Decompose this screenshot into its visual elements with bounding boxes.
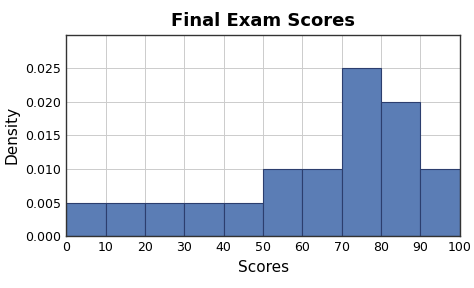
Bar: [420, 169, 460, 236]
Bar: [381, 102, 420, 236]
Bar: [224, 202, 263, 236]
Bar: [145, 202, 184, 236]
Bar: [184, 202, 224, 236]
Bar: [66, 202, 106, 236]
Bar: [263, 169, 302, 236]
X-axis label: Scores: Scores: [237, 259, 289, 274]
Y-axis label: Density: Density: [5, 106, 20, 164]
Bar: [342, 68, 381, 236]
Title: Final Exam Scores: Final Exam Scores: [171, 12, 355, 30]
Bar: [302, 169, 342, 236]
Bar: [106, 202, 145, 236]
